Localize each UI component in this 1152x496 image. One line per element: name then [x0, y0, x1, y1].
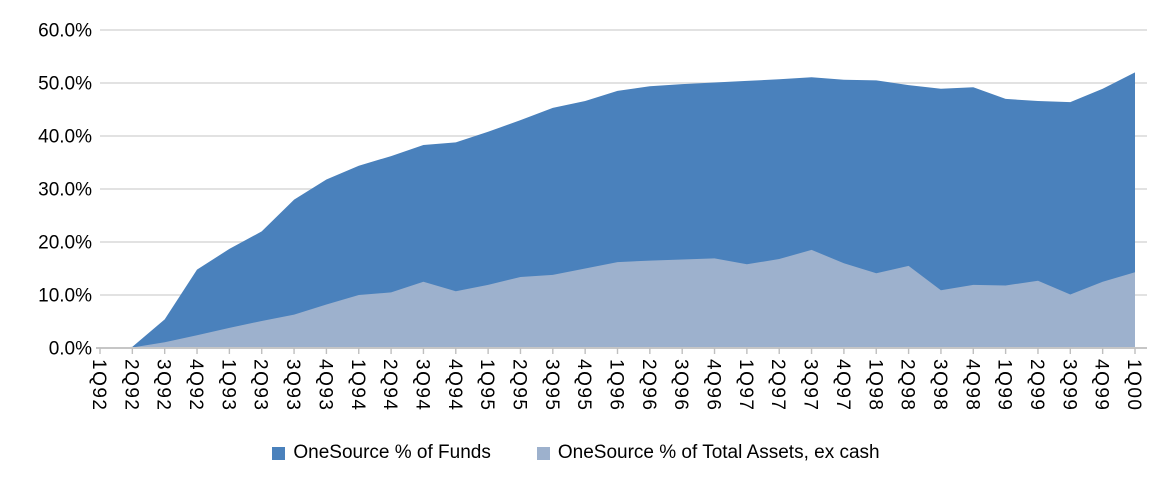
x-axis-label: 1Q95	[476, 359, 497, 411]
y-axis-labels: 0.0% 10.0% 20.0% 30.0% 40.0% 50.0% 60.0%	[38, 21, 92, 360]
y-axis-label: 60.0%	[38, 21, 92, 42]
legend: OneSource % of Funds OneSource % of Tota…	[0, 442, 1152, 464]
x-axis-label: 3Q95	[541, 359, 562, 411]
legend-swatch-assets-icon	[536, 446, 550, 460]
x-axis-label: 2Q93	[250, 359, 271, 411]
x-axis-label: 3Q93	[282, 359, 303, 411]
x-axis-label: 1Q99	[994, 359, 1015, 411]
x-axis-label: 3Q98	[929, 359, 950, 411]
x-axis-label: 2Q94	[379, 359, 400, 411]
x-axis	[96, 347, 1147, 354]
x-axis-label: 2Q98	[897, 359, 918, 411]
legend-label-assets: OneSource % of Total Assets, ex cash	[557, 442, 880, 463]
y-axis-label: 30.0%	[38, 180, 92, 201]
y-axis-label: 0.0%	[49, 339, 92, 360]
x-axis-label: 2Q99	[1026, 359, 1047, 411]
legend-swatch-funds-icon	[272, 446, 286, 460]
x-axis-label: 4Q96	[703, 359, 724, 411]
x-axis-label: 4Q98	[961, 359, 982, 411]
x-axis-labels: 1Q92 2Q92 3Q92 4Q92 1Q93 2Q93 3Q93 4Q93 1Q94 2Q94…	[88, 359, 1144, 411]
y-axis-label: 10.0%	[38, 286, 92, 307]
x-axis-label: 4Q94	[444, 359, 465, 411]
x-axis-label: 1Q98	[864, 359, 885, 411]
x-axis-label: 4Q93	[314, 359, 335, 411]
x-axis-label: 2Q92	[120, 359, 141, 411]
x-axis-label: 4Q97	[832, 359, 853, 411]
x-axis-label: 1Q92	[88, 359, 109, 411]
y-axis-label: 20.0%	[38, 233, 92, 254]
x-axis-label: 1Q93	[217, 359, 238, 411]
area-chart: 0.0% 10.0% 20.0% 30.0% 40.0% 50.0% 60.0% 1Q92 2…	[38, 21, 1147, 411]
x-axis-label: 3Q97	[800, 359, 821, 411]
x-axis-label: 1Q00	[1123, 359, 1144, 411]
x-axis-label: 1Q94	[347, 359, 368, 411]
x-axis-label: 2Q96	[638, 359, 659, 411]
x-axis-label: 4Q92	[185, 359, 206, 411]
legend-item-funds: OneSource % of Funds	[272, 442, 491, 464]
legend-item-assets: OneSource % of Total Assets, ex cash	[536, 442, 880, 464]
y-axis-label: 40.0%	[38, 127, 92, 148]
x-axis-label: 2Q95	[508, 359, 529, 411]
x-axis-label: 3Q94	[411, 359, 432, 411]
area-assets	[100, 249, 1135, 348]
x-axis-label: 1Q97	[735, 359, 756, 411]
x-axis-label: 4Q95	[573, 359, 594, 411]
x-axis-label: 4Q99	[1091, 359, 1112, 411]
chart-areas	[100, 72, 1135, 349]
x-axis-label: 3Q96	[670, 359, 691, 411]
x-axis-label: 2Q97	[767, 359, 788, 411]
x-axis-label: 3Q92	[153, 359, 174, 411]
legend-label-funds: OneSource % of Funds	[293, 442, 491, 463]
y-axis-label: 50.0%	[38, 74, 92, 95]
x-axis-label: 3Q99	[1058, 359, 1079, 411]
x-axis-label: 1Q96	[606, 359, 627, 411]
